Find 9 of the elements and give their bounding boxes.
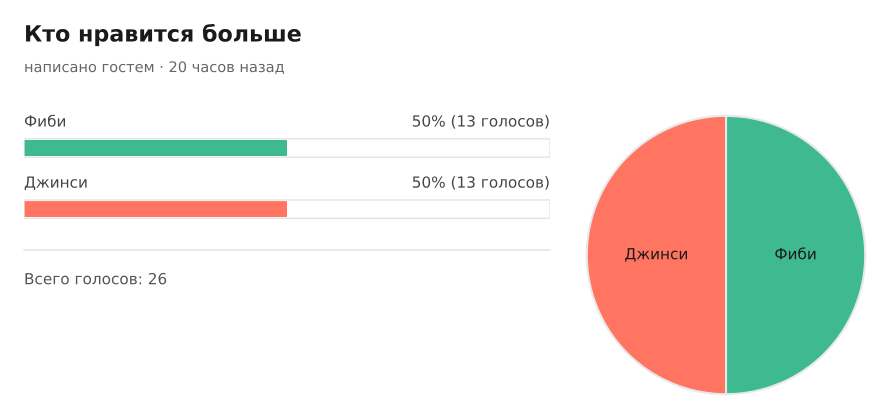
data-label: 50% (13 голосов) <box>412 176 549 190</box>
chart-title: Кто нравится больше <box>26 24 301 46</box>
slice-label: Джинси <box>625 248 687 262</box>
text: Всего голосов: 26 <box>26 272 166 284</box>
data-label: 50% (13 голосов) <box>412 114 549 129</box>
slice-label: Фиби <box>775 247 816 260</box>
category-label: Джинси <box>24 176 87 190</box>
category-label: Фиби <box>24 114 66 127</box>
chart-subtitle: написано гостем · 20 часов назад <box>25 61 284 74</box>
